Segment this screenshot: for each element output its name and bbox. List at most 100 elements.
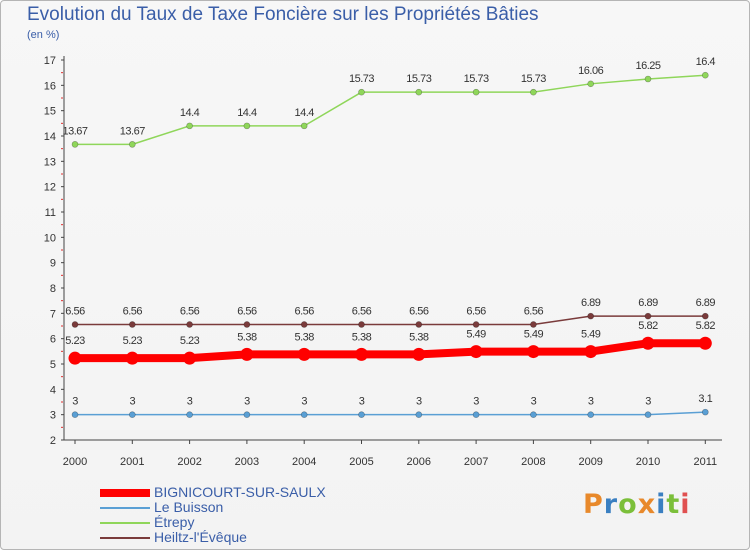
data-point	[644, 312, 652, 320]
data-label: 5.38	[237, 331, 257, 343]
x-tick-label: 2005	[349, 456, 373, 468]
data-label: 16.06	[578, 65, 603, 77]
data-label: 3	[473, 396, 479, 408]
data-point	[472, 411, 480, 418]
unit-label: (en %)	[27, 29, 60, 41]
data-label: 3	[72, 396, 78, 408]
x-tick-label: 2003	[235, 456, 259, 468]
x-tick-label: 2007	[464, 456, 488, 468]
legend-swatch	[100, 537, 150, 539]
data-label: 14.4	[180, 107, 200, 119]
series-line	[74, 74, 707, 146]
data-point	[587, 411, 595, 418]
data-label: 5.49	[581, 329, 601, 341]
data-label: 6.56	[123, 305, 143, 317]
data-label: 5.38	[294, 331, 314, 343]
logo-letter: r	[603, 489, 619, 520]
data-label: 15.73	[464, 73, 489, 85]
data-point	[412, 347, 426, 361]
data-point	[183, 351, 197, 365]
data-label: 3	[645, 396, 651, 408]
data-point	[355, 347, 368, 361]
data-label: 6.56	[294, 305, 314, 317]
data-point	[71, 321, 79, 328]
data-label: 15.73	[349, 73, 374, 85]
data-point	[71, 411, 79, 418]
data-point	[129, 141, 136, 148]
data-label: 16.25	[635, 60, 660, 72]
data-label: 6.89	[696, 297, 716, 309]
data-point	[297, 347, 311, 361]
data-point	[358, 88, 365, 96]
data-label: 6.89	[581, 297, 601, 309]
data-point	[415, 88, 423, 96]
x-tick-label: 2011	[693, 456, 717, 468]
data-point	[530, 321, 537, 328]
data-point	[584, 345, 598, 359]
x-tick-label: 2008	[521, 456, 545, 468]
data-point	[587, 80, 595, 88]
data-label: 5.38	[409, 331, 429, 343]
y-tick-label: 5	[50, 359, 56, 371]
legend-swatch	[100, 489, 150, 497]
data-point	[186, 122, 193, 130]
y-tick-label: 11	[45, 207, 56, 219]
y-tick-label: 4	[50, 384, 56, 396]
proxiti-logo: Proxiti	[583, 489, 691, 520]
data-label: 6.56	[237, 305, 257, 317]
y-tick-label: 17	[44, 55, 56, 67]
data-point	[243, 411, 251, 418]
data-label: 5.82	[696, 320, 716, 332]
data-label: 6.56	[180, 305, 200, 317]
data-label: 5.23	[65, 335, 85, 347]
y-tick-label: 15	[44, 106, 56, 118]
x-tick-label: 2002	[177, 456, 201, 468]
data-point	[587, 312, 595, 320]
data-label: 5.23	[123, 335, 143, 347]
data-label: 3	[359, 396, 365, 408]
data-point	[243, 122, 251, 130]
data-label: 6.56	[409, 305, 429, 317]
data-point	[469, 345, 483, 359]
chart-title: Evolution du Taux de Taxe Foncière sur l…	[27, 4, 539, 25]
data-point	[300, 411, 308, 418]
legend-label: Le Buisson	[154, 499, 224, 515]
data-point	[701, 408, 709, 416]
data-point	[644, 411, 652, 418]
series-line	[71, 339, 710, 363]
legend-label: BIGNICOURT-SUR-SAULX	[154, 484, 326, 500]
x-tick-label: 2010	[636, 456, 660, 468]
data-label: 5.38	[352, 331, 372, 343]
data-point	[415, 321, 423, 328]
logo-letter: i	[680, 489, 691, 520]
data-point	[472, 88, 480, 96]
data-label: 15.73	[406, 73, 431, 85]
y-tick-label: 8	[50, 283, 56, 295]
logo-letter: x	[637, 489, 657, 520]
data-label: 15.73	[521, 73, 546, 85]
data-point	[644, 75, 652, 83]
data-point	[68, 351, 82, 365]
data-point	[358, 411, 365, 418]
data-label: 13.67	[120, 125, 145, 137]
y-tick-label: 13	[44, 156, 56, 168]
x-tick-label: 2006	[407, 456, 431, 468]
data-point	[358, 321, 365, 328]
legend-swatch	[100, 522, 150, 524]
data-label: 5.49	[524, 329, 544, 341]
data-label: 3	[588, 396, 594, 408]
y-tick-label: 10	[44, 232, 56, 244]
data-point	[701, 71, 709, 79]
data-label: 6.56	[524, 305, 544, 317]
data-point	[240, 347, 254, 361]
data-point	[300, 122, 308, 130]
data-point	[472, 321, 480, 328]
data-point	[701, 312, 709, 320]
x-tick-label: 2004	[292, 456, 316, 468]
data-label: 14.4	[237, 107, 257, 119]
data-point	[129, 321, 136, 328]
legend-swatch	[100, 507, 150, 509]
data-label: 5.49	[466, 329, 486, 341]
data-point	[641, 336, 655, 350]
data-label: 3	[416, 396, 422, 408]
